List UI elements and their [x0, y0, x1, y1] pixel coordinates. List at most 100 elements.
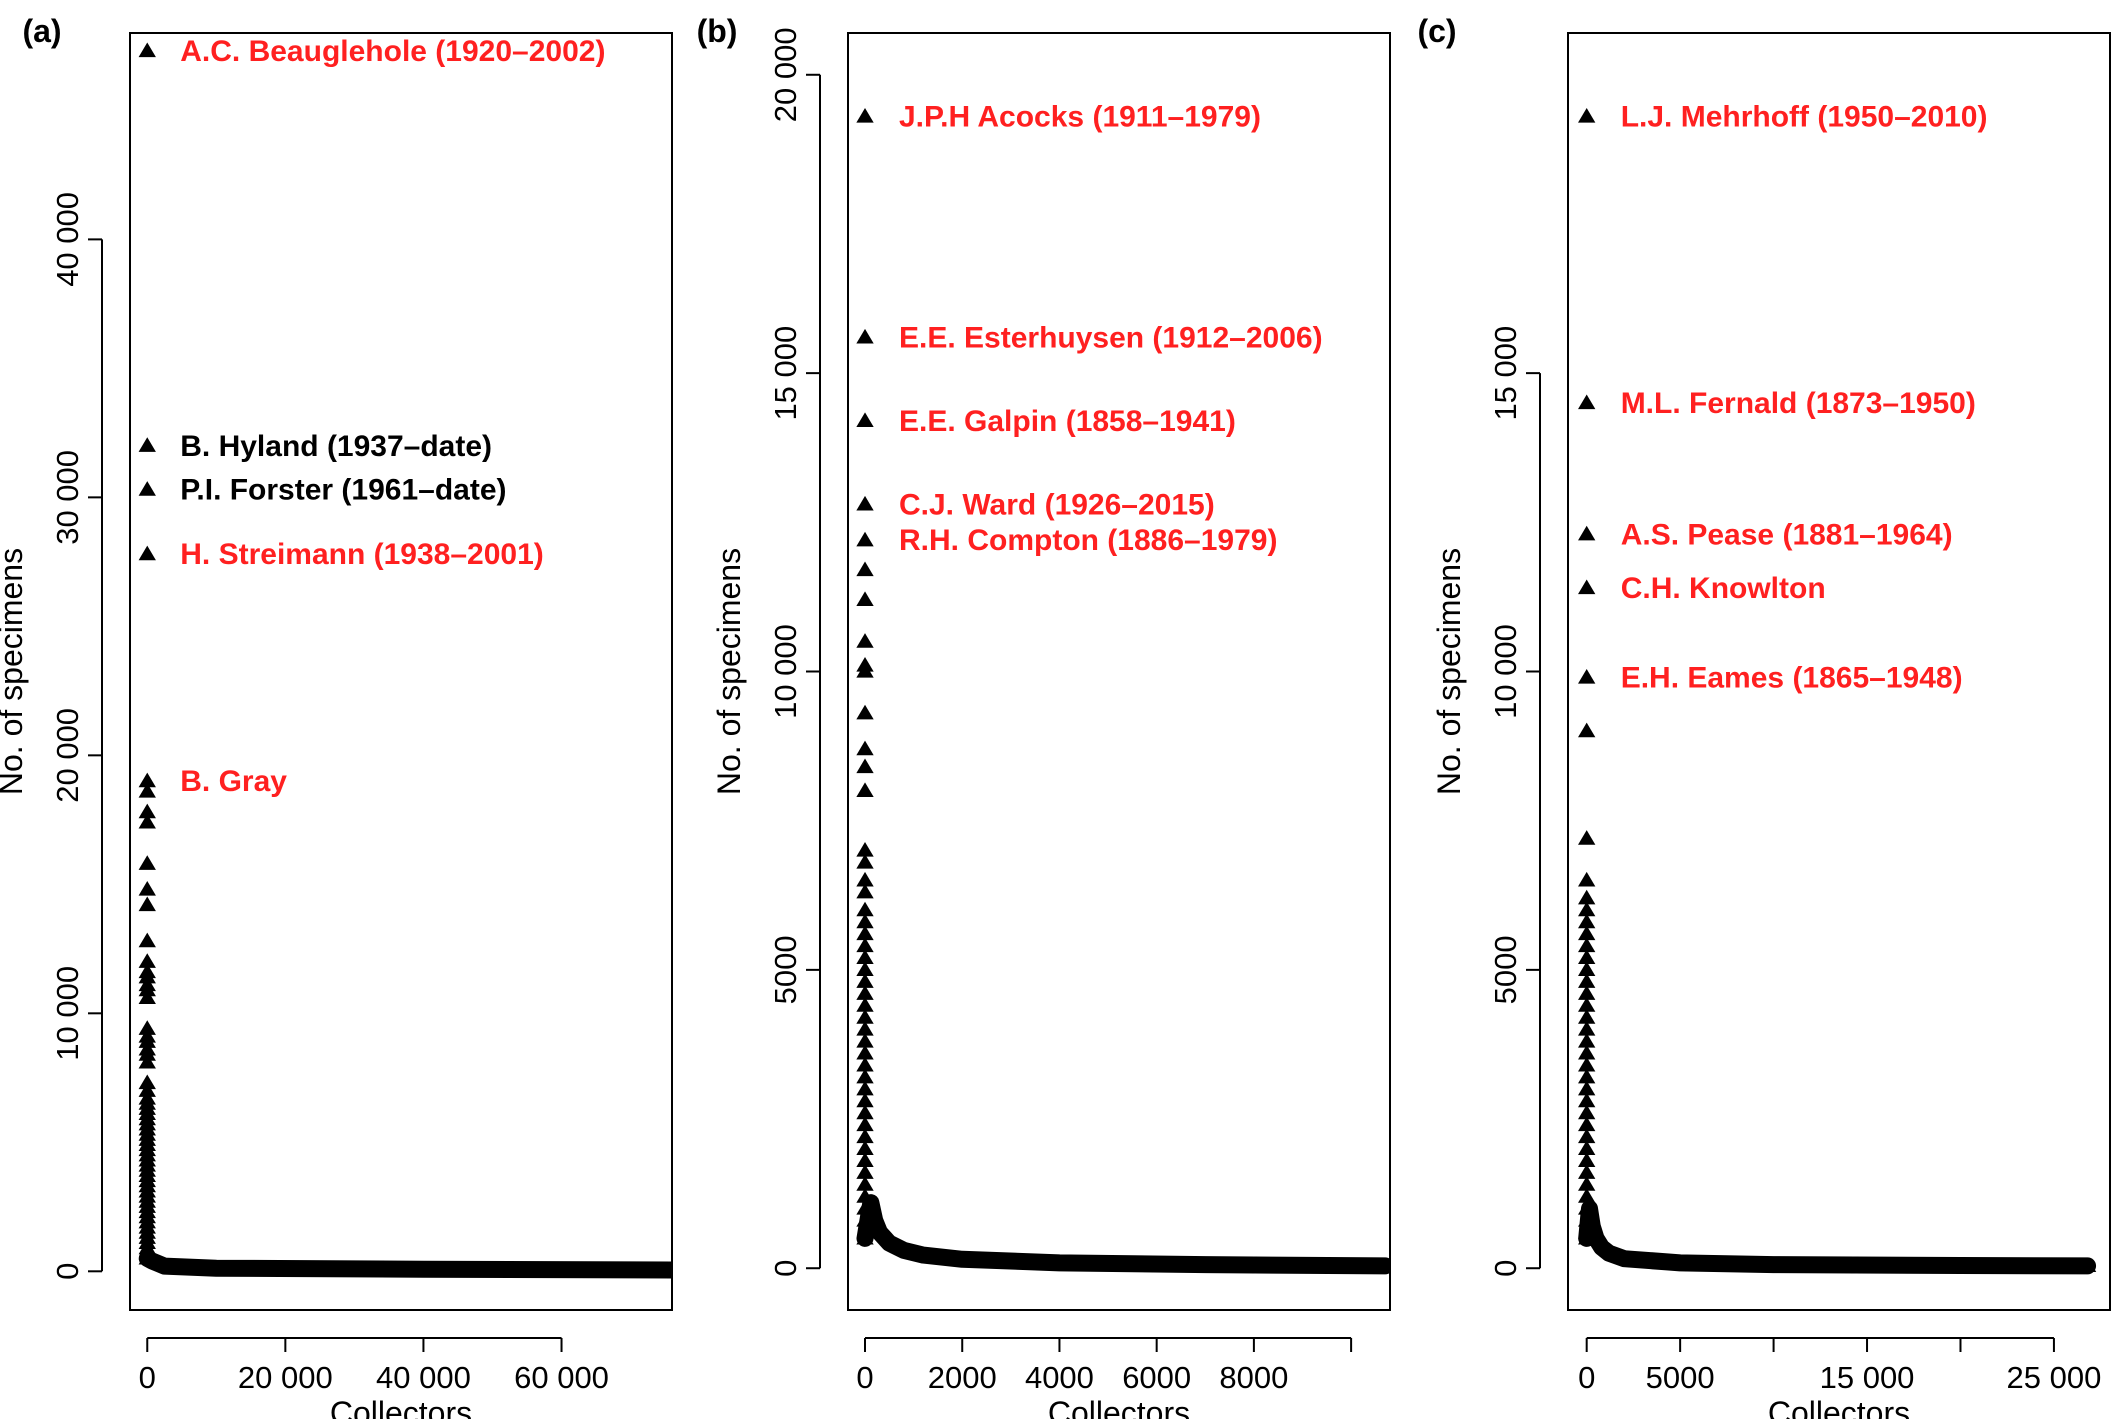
- data-point: [856, 1188, 874, 1203]
- collector-label: C.H. Knowlton: [1621, 572, 1826, 605]
- data-point: [1578, 394, 1596, 410]
- data-point: [138, 1082, 156, 1097]
- panel-letter: (a): [22, 13, 61, 49]
- data-point: [856, 1200, 874, 1215]
- data-point-last: [2078, 1257, 2097, 1272]
- data-point: [856, 1164, 874, 1179]
- data-point: [138, 481, 156, 496]
- data-point: [856, 412, 874, 427]
- data-point: [856, 591, 874, 607]
- collector-label: L.J. Mehrhoff (1950–2010): [1621, 101, 1988, 134]
- y-tick-label: 20 000: [768, 27, 803, 122]
- data-point: [856, 901, 874, 917]
- data-point: [856, 1176, 874, 1191]
- data-point: [856, 1092, 874, 1108]
- y-tick-label: 10 000: [1488, 624, 1523, 719]
- data-point: [856, 883, 874, 899]
- x-tick-label: 60 000: [514, 1360, 609, 1395]
- y-tick-label: 15 000: [768, 326, 803, 421]
- data-point: [1578, 579, 1596, 595]
- panel-a: (a) 0 20 000 40 000 60 000 0 10 000 20 000 30 00…: [0, 13, 673, 1424]
- data-point: [1578, 1044, 1596, 1060]
- data-point: [856, 740, 874, 756]
- panel-letter: (c): [1417, 13, 1456, 49]
- y-tick-label: 0: [50, 1263, 85, 1280]
- data-point: [856, 1021, 874, 1036]
- collector-label: P.I. Forster (1961–date): [180, 474, 506, 507]
- data-point: [1578, 1032, 1596, 1048]
- x-tick-label: 0: [139, 1360, 156, 1395]
- x-tick-label: 5000: [1646, 1360, 1715, 1395]
- y-tick-label: 5000: [1488, 935, 1523, 1004]
- x-tick-label: 25 000: [2007, 1360, 2102, 1395]
- data-point: [1578, 937, 1596, 953]
- data-point: [1578, 1211, 1596, 1227]
- data-point: [138, 1033, 156, 1048]
- data-point: [1578, 1009, 1596, 1024]
- x-axis-label: Collectors: [330, 1395, 472, 1419]
- data-point: [856, 973, 874, 988]
- data-point: [138, 803, 156, 819]
- data-point: [138, 968, 156, 984]
- data-point: [856, 1032, 874, 1048]
- data-point: [856, 561, 874, 577]
- data-point: [138, 989, 156, 1004]
- y-tick-label: 5000: [768, 935, 803, 1004]
- data-point: [1578, 925, 1596, 941]
- x-tick-label: 6000: [1122, 1360, 1191, 1395]
- x-tick-label: 20 000: [238, 1360, 333, 1395]
- data-point: [856, 1116, 874, 1132]
- data-point: [138, 1074, 156, 1090]
- x-tick-label: 4000: [1025, 1360, 1094, 1395]
- data-point: [856, 842, 874, 857]
- y-tick-label: 10 000: [50, 966, 85, 1061]
- x-axis-label: Collectors: [1768, 1395, 1910, 1419]
- data-point: [856, 782, 874, 797]
- data-point: [1578, 913, 1596, 929]
- x-tick-label: 8000: [1219, 1360, 1288, 1395]
- data-point: [1578, 1140, 1596, 1156]
- collector-label: A.C. Beauglehole (1920–2002): [180, 35, 605, 68]
- collector-label: M.L. Fernald (1873–1950): [1621, 387, 1976, 420]
- data-point: [138, 772, 156, 788]
- data-points: [138, 42, 672, 1279]
- data-point: [1578, 1128, 1596, 1144]
- y-axis-label: No. of specimens: [711, 548, 747, 795]
- data-point: [138, 880, 156, 896]
- data-point: [138, 813, 156, 829]
- data-point: [138, 782, 156, 798]
- plot-frame: [847, 32, 1391, 1311]
- data-point: [1578, 1188, 1596, 1203]
- data-point: [138, 1046, 156, 1061]
- data-point: [1578, 1200, 1596, 1215]
- data-point: [138, 545, 156, 561]
- data-point: [138, 953, 156, 968]
- data-point: [138, 855, 156, 870]
- y-axis-label: No. of specimens: [0, 548, 29, 795]
- data-point: [856, 633, 874, 648]
- data-point: [856, 328, 874, 344]
- data-point: [1578, 901, 1596, 917]
- data-point: [856, 1044, 874, 1060]
- data-point: [1578, 830, 1596, 845]
- data-point: [856, 997, 874, 1012]
- y-tick-label: 30 000: [50, 450, 85, 545]
- data-point: [1578, 1104, 1596, 1120]
- data-point: [1578, 1056, 1596, 1072]
- collector-label: E.H. Eames (1865–1948): [1621, 661, 1963, 694]
- y-tick-label: 15 000: [1488, 326, 1523, 421]
- plot-frame: [129, 32, 673, 1311]
- data-point: [856, 1056, 874, 1072]
- plot-frame: [1567, 32, 2111, 1311]
- data-point: [856, 531, 874, 547]
- data-point: [856, 949, 874, 965]
- data-point: [856, 985, 874, 1000]
- y-tick-label: 0: [768, 1260, 803, 1277]
- data-point: [1578, 997, 1596, 1012]
- data-point: [1578, 1021, 1596, 1036]
- data-point: [1578, 722, 1596, 738]
- data-point: [856, 108, 874, 123]
